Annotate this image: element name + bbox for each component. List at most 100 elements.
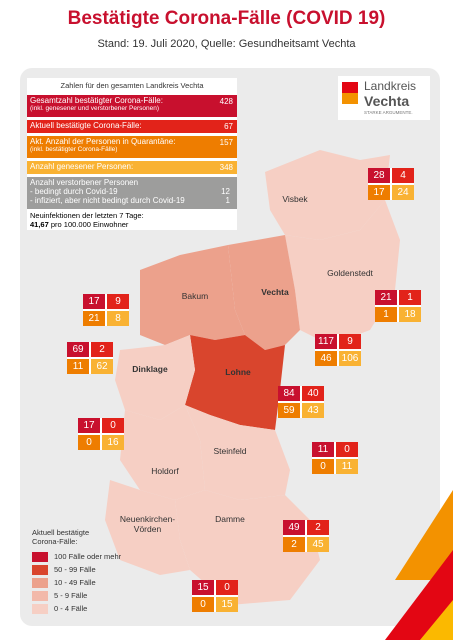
case-box: 69 2 11 62 bbox=[67, 342, 113, 374]
value: 428 bbox=[219, 97, 233, 106]
case-count: 106 bbox=[339, 351, 361, 366]
legend-label: 0 - 4 Fälle bbox=[54, 604, 88, 613]
case-count: 40 bbox=[302, 386, 324, 401]
case-count: 0 bbox=[102, 418, 124, 433]
note: (inkl. bestätigter Corona-Fälle) bbox=[30, 146, 118, 153]
case-count: 21 bbox=[83, 311, 105, 326]
label: - infiziert, aber nicht bedingt durch Co… bbox=[30, 196, 185, 205]
case-box: 84 40 59 43 bbox=[278, 386, 324, 418]
municipality-name: Neuenkirchen-Vörden bbox=[119, 514, 176, 534]
decor-triangle bbox=[385, 550, 453, 640]
case-count: 11 bbox=[67, 359, 89, 374]
decor-triangle bbox=[420, 600, 453, 640]
summary-row: Akt. Anzahl der Personen in Quarantäne: … bbox=[27, 136, 237, 158]
incidence-value: 41,67 bbox=[30, 220, 49, 229]
case-count: 59 bbox=[278, 403, 300, 418]
case-count: 0 bbox=[192, 597, 214, 612]
case-count: 8 bbox=[107, 311, 129, 326]
case-count: 43 bbox=[302, 403, 324, 418]
case-count: 69 bbox=[67, 342, 89, 357]
case-count: 15 bbox=[192, 580, 214, 595]
region-steinfeld bbox=[185, 405, 290, 500]
case-count: 1 bbox=[375, 307, 397, 322]
region-neuenkirchen bbox=[105, 480, 190, 575]
municipality-name: Bakum bbox=[181, 291, 209, 301]
region-goldenstedt bbox=[285, 200, 400, 345]
legend-swatch bbox=[32, 591, 48, 601]
logo: Landkreis Vechta STARKE ARGUMENTE. bbox=[338, 76, 430, 120]
case-count: 17 bbox=[78, 418, 100, 433]
municipality-name: Visbek bbox=[282, 194, 308, 204]
region-holdorf bbox=[120, 405, 205, 500]
case-count: 11 bbox=[336, 459, 358, 474]
case-count: 21 bbox=[375, 290, 397, 305]
case-count: 28 bbox=[368, 168, 390, 183]
legend-swatch bbox=[32, 578, 48, 588]
summary-heading: Zahlen für den gesamten Landkreis Vechta bbox=[60, 81, 204, 90]
legend-label: 50 - 99 Fälle bbox=[54, 565, 96, 574]
death-row: - bedingt durch Covid-19 12 bbox=[30, 187, 234, 196]
region-bakum bbox=[140, 245, 245, 345]
case-count: 2 bbox=[307, 520, 329, 535]
case-count: 24 bbox=[392, 185, 414, 200]
legend-swatch bbox=[32, 604, 48, 614]
case-count: 2 bbox=[91, 342, 113, 357]
legend-label: 10 - 49 Fälle bbox=[54, 578, 96, 587]
municipality-name: Holdorf bbox=[151, 466, 179, 476]
case-count: 17 bbox=[83, 294, 105, 309]
summary-row: Aktuell bestätigte Corona-Fälle: 67 bbox=[27, 120, 237, 133]
region-visbek bbox=[265, 150, 390, 240]
municipality-name: Lohne bbox=[225, 367, 251, 377]
case-box: 11 0 0 11 bbox=[312, 442, 358, 474]
logo-line1: Landkreis bbox=[364, 79, 417, 93]
municipality-name: Steinfeld bbox=[213, 446, 247, 456]
label: Anzahl verstorbener Personen bbox=[30, 178, 139, 187]
case-count: 45 bbox=[307, 537, 329, 552]
region-lohne bbox=[185, 335, 285, 430]
value: 157 bbox=[219, 138, 233, 147]
logo-line2: Vechta bbox=[364, 93, 410, 109]
summary-deaths: Anzahl verstorbener Personen - bedingt d… bbox=[27, 177, 237, 209]
label: Anzahl genesener Personen: bbox=[30, 162, 134, 171]
case-count: 46 bbox=[315, 351, 337, 366]
case-count: 0 bbox=[216, 580, 238, 595]
summary-row: Gesamtzahl bestätigter Corona-Fälle: (in… bbox=[27, 95, 237, 117]
municipality-name: Damme bbox=[215, 514, 245, 524]
value: 348 bbox=[219, 163, 233, 172]
case-box: 117 9 46 106 bbox=[315, 334, 361, 366]
case-box: 28 4 17 24 bbox=[368, 168, 414, 200]
logo-slogan: STARKE ARGUMENTE. bbox=[364, 110, 413, 115]
incidence-unit: pro 100.000 Einwohner bbox=[50, 220, 129, 229]
decor-triangle bbox=[395, 490, 453, 580]
case-count: 17 bbox=[368, 185, 390, 200]
incidence: Neuinfektionen der letzten 7 Tage: 41,67… bbox=[30, 211, 144, 229]
label: - bedingt durch Covid-19 bbox=[30, 187, 118, 196]
municipality-name: Goldenstedt bbox=[327, 268, 373, 278]
value: 67 bbox=[224, 122, 233, 131]
case-count: 117 bbox=[315, 334, 337, 349]
case-count: 16 bbox=[102, 435, 124, 450]
municipality-name: Vechta bbox=[261, 287, 289, 297]
case-count: 0 bbox=[78, 435, 100, 450]
legend-swatch bbox=[32, 565, 48, 575]
legend-swatch bbox=[32, 552, 48, 562]
case-count: 0 bbox=[312, 459, 334, 474]
legend-label: 5 - 9 Fälle bbox=[54, 591, 88, 600]
case-count: 18 bbox=[399, 307, 421, 322]
region-vechta bbox=[228, 235, 300, 350]
case-count: 1 bbox=[399, 290, 421, 305]
subtitle: Stand: 19. Juli 2020, Quelle: Gesundheit… bbox=[97, 38, 356, 50]
case-count: 49 bbox=[283, 520, 305, 535]
label: Akt. Anzahl der Personen in Quarantäne: bbox=[30, 137, 176, 146]
case-count: 9 bbox=[339, 334, 361, 349]
case-box: 49 2 2 45 bbox=[283, 520, 329, 552]
case-count: 2 bbox=[283, 537, 305, 552]
note: (inkl. genesener und verstorbener Person… bbox=[30, 105, 159, 112]
case-box: 17 0 0 16 bbox=[78, 418, 124, 450]
case-count: 84 bbox=[278, 386, 300, 401]
title: Bestätigte Corona-Fälle (COVID 19) bbox=[67, 8, 386, 29]
case-box: 21 1 1 18 bbox=[375, 290, 421, 322]
value: 12 bbox=[221, 187, 230, 196]
case-count: 11 bbox=[312, 442, 334, 457]
